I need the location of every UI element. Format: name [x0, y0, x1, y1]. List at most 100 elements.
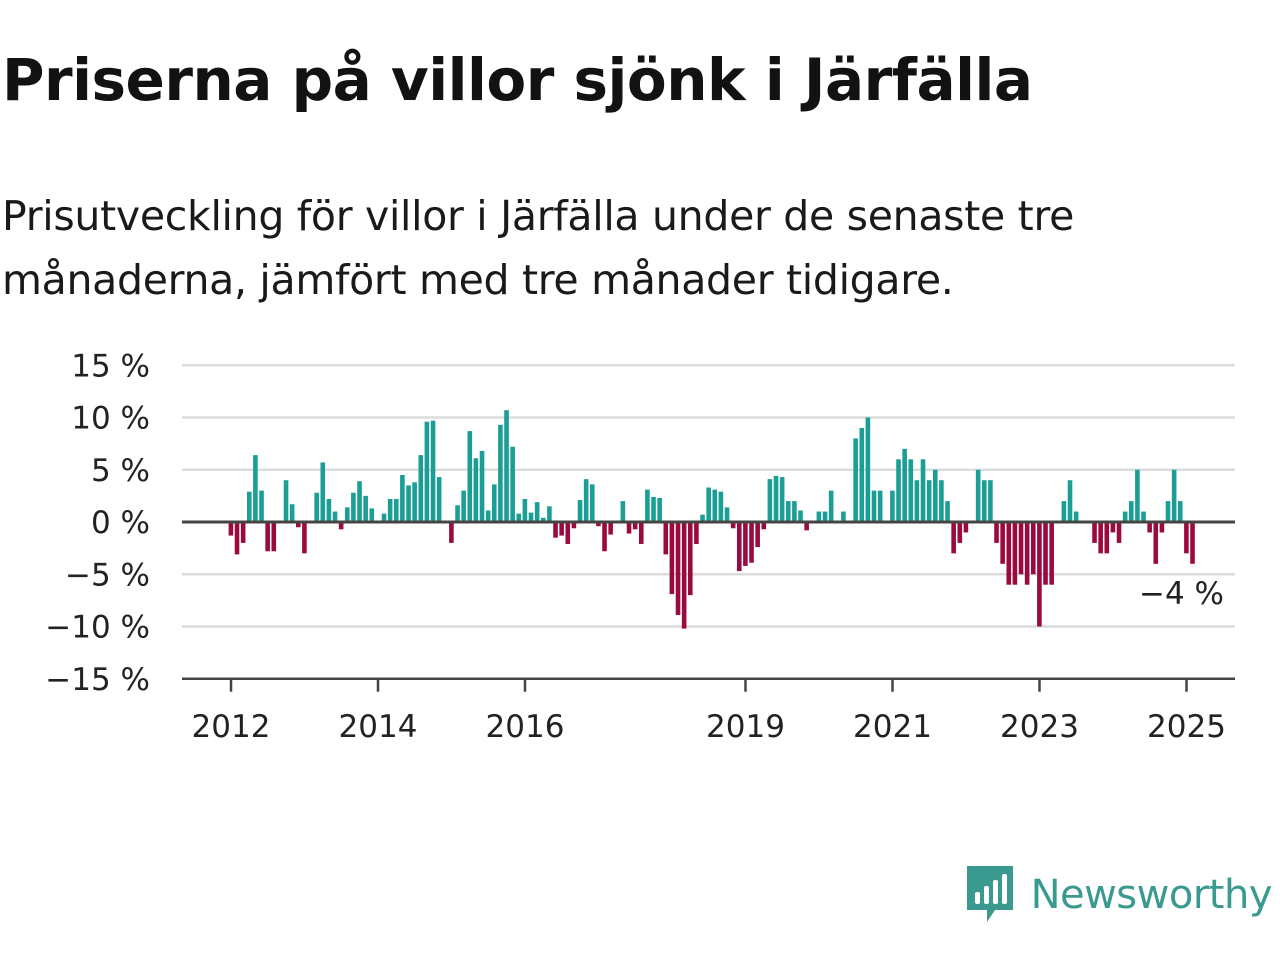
- bar: [675, 522, 681, 615]
- bar: [761, 522, 767, 530]
- bar: [565, 522, 571, 544]
- gridlines: [182, 364, 1235, 628]
- bar: [1122, 511, 1128, 522]
- x-tick-label: 2019: [706, 709, 785, 745]
- bar: [344, 507, 350, 522]
- bar: [651, 496, 656, 522]
- bar: [393, 499, 399, 522]
- bar: [1092, 522, 1097, 543]
- bar: [1024, 522, 1030, 585]
- bar: [1049, 522, 1054, 585]
- bar: [363, 495, 368, 523]
- bar: [755, 522, 760, 548]
- bar: [283, 480, 289, 522]
- bar: [314, 492, 319, 522]
- bar: [859, 427, 865, 522]
- bar: [749, 522, 754, 563]
- bar: [534, 502, 540, 522]
- bar: [1061, 501, 1067, 522]
- bar: [504, 410, 509, 522]
- bar: [228, 522, 234, 536]
- y-tick-label: −10 %: [45, 610, 150, 646]
- bar: [271, 522, 277, 552]
- bar: [583, 479, 589, 522]
- bar: [461, 490, 466, 522]
- bar: [528, 512, 534, 522]
- bar: [620, 501, 626, 522]
- bar: [718, 491, 724, 522]
- bar: [896, 459, 901, 522]
- bar: [706, 487, 711, 522]
- bar: [1171, 469, 1177, 522]
- bar: [400, 474, 405, 522]
- bar: [1006, 522, 1012, 585]
- bar: [920, 459, 926, 522]
- bar: [902, 448, 907, 522]
- bar: [369, 508, 375, 522]
- x-tick-label: 2025: [1147, 709, 1226, 745]
- bar: [730, 522, 736, 529]
- bar: [981, 480, 987, 522]
- bar: [828, 490, 834, 522]
- last-value-label: −4 %: [1139, 576, 1224, 612]
- bar: [234, 522, 240, 555]
- x-tick-label: 2021: [853, 709, 932, 745]
- bar: [332, 511, 338, 522]
- bar: [871, 490, 877, 522]
- bar: [736, 522, 742, 572]
- bar: [418, 455, 424, 522]
- bar: [632, 522, 638, 530]
- bar: [485, 510, 491, 522]
- bar: [553, 522, 558, 538]
- bar: [1159, 522, 1165, 533]
- bar: [491, 484, 497, 522]
- bar: [681, 522, 687, 629]
- chart-subtitle: Prisutveckling för villor i Järfälla und…: [2, 192, 1075, 304]
- bar: [798, 510, 803, 522]
- bar: [338, 522, 344, 530]
- bar: [240, 522, 246, 543]
- bar: [259, 490, 264, 522]
- bar: [559, 522, 564, 536]
- bar: [932, 469, 938, 522]
- bar: [473, 458, 479, 522]
- bar: [994, 522, 999, 543]
- bar-chart: 15 %10 %5 %0 %−5 %−10 %−15 % 2012 2014 201…: [45, 348, 1235, 745]
- x-axis-labels: 2012 2014 2016 2019 2021 2023 2025: [192, 709, 1226, 745]
- bar: [773, 476, 779, 522]
- bar: [1190, 522, 1195, 564]
- newsworthy-logo-icon: [966, 866, 1013, 922]
- bar: [1067, 480, 1073, 522]
- bar: [289, 504, 295, 522]
- bar: [1018, 522, 1024, 575]
- bar: [516, 513, 522, 522]
- bar: [467, 431, 473, 522]
- bar: [975, 469, 981, 522]
- bar: [724, 507, 730, 522]
- bar: [357, 481, 362, 522]
- chart-title: Priserna på villor sjönk i Järfälla: [2, 46, 1033, 114]
- x-tick-label: 2023: [1000, 709, 1079, 745]
- bar: [430, 420, 436, 522]
- bar: [822, 511, 828, 522]
- bar: [589, 484, 595, 522]
- bar: [908, 459, 914, 522]
- bar: [963, 522, 969, 533]
- y-tick-label: 5 %: [91, 453, 150, 489]
- bar: [957, 522, 963, 543]
- bar: [1116, 522, 1122, 543]
- bar: [841, 511, 846, 522]
- bar: [602, 522, 607, 552]
- bar: [926, 480, 932, 522]
- bar: [988, 480, 993, 522]
- bar: [1030, 522, 1036, 575]
- bar: [522, 499, 528, 522]
- bar: [540, 517, 546, 522]
- bar: [743, 522, 748, 566]
- bar: [381, 513, 387, 522]
- bar: [687, 522, 693, 596]
- bar: [596, 522, 601, 527]
- bar: [1135, 469, 1140, 522]
- bar: [645, 489, 650, 522]
- x-tick-label: 2012: [192, 709, 271, 745]
